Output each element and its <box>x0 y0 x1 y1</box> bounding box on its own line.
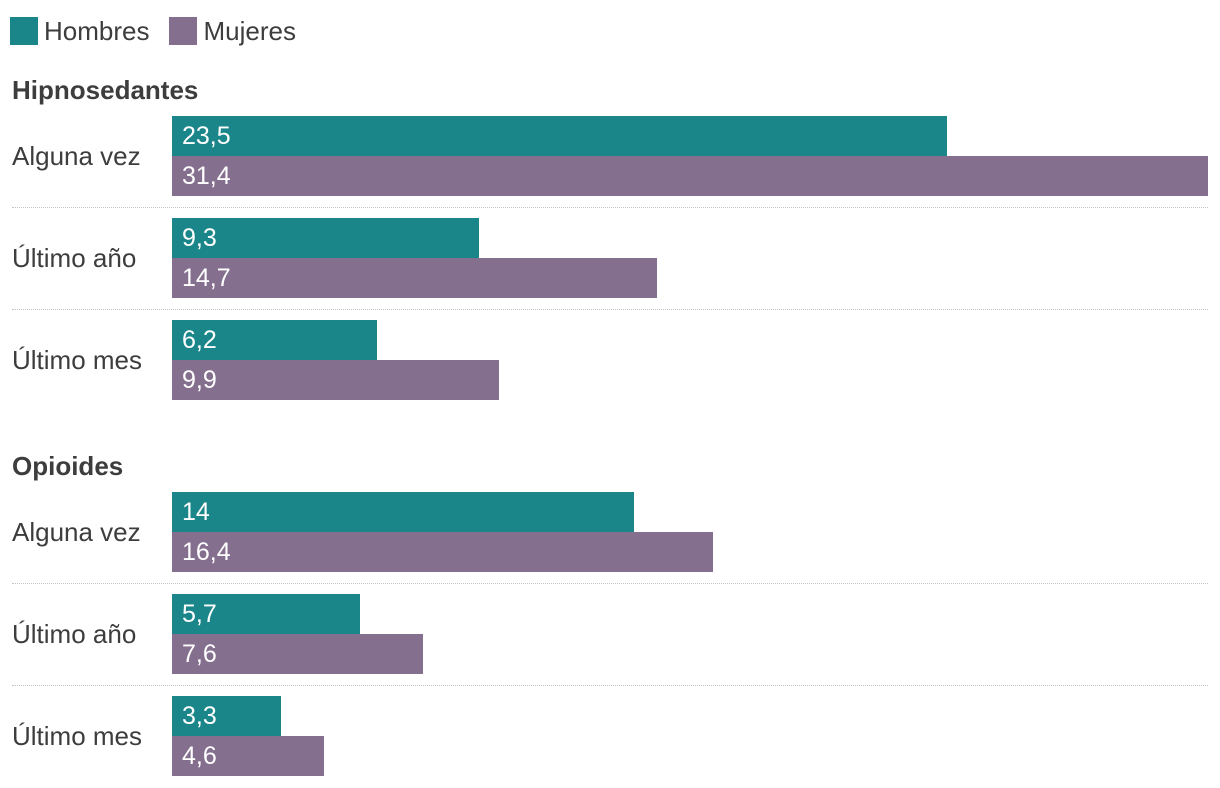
bar-value-label: 16,4 <box>182 538 231 566</box>
bar-mujeres <box>172 532 713 572</box>
bar-hombres <box>172 218 479 258</box>
bar-value-label: 9,9 <box>182 366 217 394</box>
legend-swatch-hombres <box>10 17 38 45</box>
bar-hombres <box>172 594 360 634</box>
row-divider <box>12 207 1208 208</box>
bar-mujeres <box>172 634 423 674</box>
row-label: Último año <box>12 243 137 273</box>
legend-item-hombres: Hombres <box>10 16 149 46</box>
row-divider <box>12 685 1208 686</box>
bar-hombres <box>172 116 947 156</box>
legend-label-mujeres: Mujeres <box>203 16 296 46</box>
bar-value-label: 4,6 <box>182 742 217 770</box>
bar-mujeres <box>172 360 499 400</box>
legend-label-hombres: Hombres <box>44 16 150 46</box>
row-label: Último mes <box>12 721 143 751</box>
row-divider <box>12 309 1208 310</box>
bar-value-label: 14 <box>182 498 210 526</box>
legend: Hombres Mujeres <box>10 16 316 46</box>
bar-mujeres <box>172 156 1208 196</box>
group-title: Opioides <box>12 451 124 481</box>
row-label: Último año <box>12 619 137 649</box>
row-label: Último mes <box>12 345 143 375</box>
row-label: Alguna vez <box>12 517 141 547</box>
bar-value-label: 6,2 <box>182 326 217 354</box>
legend-swatch-mujeres <box>169 17 198 45</box>
bar-hombres <box>172 696 281 736</box>
bar-value-label: 31,4 <box>182 162 231 190</box>
row-divider <box>12 583 1208 584</box>
bar-value-label: 5,7 <box>182 600 217 628</box>
bar-mujeres <box>172 736 324 776</box>
row-label: Alguna vez <box>12 141 141 171</box>
bar-hombres <box>172 492 634 532</box>
bar-hombres <box>172 320 377 360</box>
bar-value-label: 9,3 <box>182 224 217 252</box>
bar-value-label: 7,6 <box>182 640 217 668</box>
bar-value-label: 14,7 <box>182 264 231 292</box>
legend-item-mujeres: Mujeres <box>169 16 296 46</box>
group-title: Hipnosedantes <box>12 75 199 105</box>
bar-mujeres <box>172 258 657 298</box>
bar-value-label: 3,3 <box>182 702 217 730</box>
bar-value-label: 23,5 <box>182 122 231 150</box>
